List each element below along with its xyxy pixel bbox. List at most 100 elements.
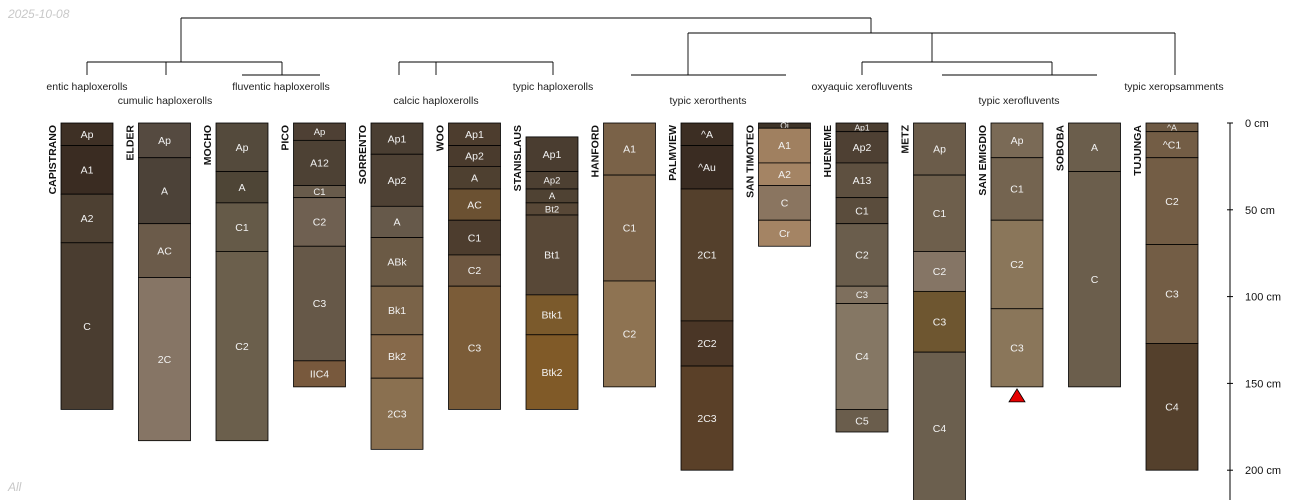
- horizon: [913, 174, 966, 252]
- horizon: [138, 157, 191, 225]
- horizon-label: Ap1: [543, 149, 562, 161]
- horizon-label: Btk1: [541, 310, 562, 322]
- horizon: [60, 145, 114, 195]
- depth-tick-label: 100 cm: [1245, 292, 1281, 304]
- horizon: [138, 223, 191, 278]
- profile-name: PICO: [280, 125, 292, 151]
- horizon-label: ABk: [387, 257, 407, 269]
- taxa-labels: entic haploxerolls cumulic haploxerolls fl…: [46, 81, 1223, 107]
- horizon-label: C: [83, 321, 91, 333]
- horizon-label: C4: [855, 351, 869, 363]
- profile-name: SAN TIMOTEO: [745, 125, 757, 198]
- horizon-label: C2: [855, 250, 869, 262]
- horizon-label: C4: [1165, 402, 1179, 414]
- dendrogram: [86, 17, 1176, 76]
- horizon-label: 2C2: [697, 338, 716, 350]
- horizon: [1068, 122, 1121, 173]
- horizon-label: ^A: [701, 129, 713, 141]
- profile-stanislaus: Ap1 Ap2 A Bt2 Bt1 Btk1 Btk2 STANISLAUS: [512, 125, 579, 410]
- horizon-label: C3: [1010, 342, 1024, 354]
- profile-soboba: A C SOBOBA: [1055, 122, 1121, 388]
- horizon-label: A1: [81, 165, 94, 177]
- horizon: [603, 122, 656, 176]
- horizon: [448, 285, 501, 410]
- horizon-label: Bt1: [544, 250, 560, 262]
- taxon-label: fluventic haploxerolls: [232, 81, 329, 93]
- taxon-label: cumulic haploxerolls: [118, 95, 213, 107]
- horizon-label: Ap: [314, 127, 326, 138]
- horizon: [60, 242, 114, 410]
- horizon-label: Ap: [158, 135, 171, 147]
- horizon-label: ^A: [1167, 122, 1177, 132]
- horizon-label: AC: [157, 245, 172, 257]
- horizon-label: C2: [1165, 196, 1179, 208]
- horizon: [370, 237, 424, 287]
- profile-metz: Ap C1 C2 C3 C4 METZ: [900, 122, 966, 500]
- horizon-label: C1: [623, 223, 637, 235]
- profile-san-emigdio: Ap C1 C2 C3 SAN EMIGDIO: [977, 122, 1044, 403]
- horizon-label: C1: [1010, 184, 1024, 196]
- horizon-label: A1: [623, 144, 636, 156]
- horizon: [680, 320, 734, 367]
- horizon: [448, 254, 501, 287]
- horizon-label: C3: [468, 342, 482, 354]
- horizon-label: C2: [468, 265, 482, 277]
- horizon: [1145, 157, 1199, 245]
- profile-san-timoteo: Oi A1 A2 C Cr SAN TIMOTEO: [745, 121, 811, 247]
- profile-name: HUENEME: [822, 125, 834, 178]
- taxon-label: entic haploxerolls: [46, 81, 127, 93]
- taxon-label: typic haploxerolls: [513, 81, 594, 93]
- horizon: [370, 377, 424, 450]
- horizon: [525, 334, 579, 410]
- taxon-label: oxyaquic xerofluvents: [812, 81, 913, 93]
- horizon-label: A: [1091, 142, 1098, 154]
- horizon: [990, 308, 1044, 388]
- horizon-label: C5: [855, 415, 869, 427]
- profile-hueneme: Ap1 Ap2 A13 C1 C2 C3 C4 C5 HUENEME: [822, 122, 889, 433]
- horizon: [215, 251, 269, 442]
- horizon-label: A: [238, 182, 245, 194]
- taxon-label: typic xeropsamments: [1124, 81, 1223, 93]
- horizon-label: Bt2: [545, 204, 559, 215]
- horizon: [835, 223, 889, 287]
- horizon-label: 2C3: [697, 413, 716, 425]
- horizon-label: 2C1: [697, 250, 716, 262]
- horizon: [370, 122, 424, 155]
- horizon-label: C1: [855, 205, 869, 217]
- horizon-label: Ap2: [544, 176, 561, 187]
- horizon-label: C2: [313, 217, 327, 229]
- horizon: [913, 251, 966, 292]
- horizon: [680, 365, 734, 471]
- profile-name: METZ: [900, 124, 912, 153]
- horizon-label: ^C1: [1163, 139, 1182, 151]
- profile-name: WOO: [435, 125, 447, 151]
- horizon-label: IIC4: [310, 369, 329, 381]
- horizon-label: C1: [933, 208, 947, 220]
- horizon-label: Ap: [933, 144, 946, 156]
- profile-hanford: A1 C1 C2 HANFORD: [590, 122, 656, 388]
- horizon-label: C3: [856, 290, 868, 301]
- horizon-label: Bk1: [388, 305, 406, 317]
- horizon-label: ^Au: [698, 162, 716, 174]
- horizon: [680, 145, 734, 190]
- horizon: [1145, 343, 1199, 471]
- profile-name: STANISLAUS: [512, 125, 524, 191]
- depth-axis: 0 cm 50 cm 100 cm 150 cm 200 cm: [1227, 118, 1281, 500]
- profile-palmview: ^A ^Au 2C1 2C2 2C3 PALMVIEW: [667, 122, 734, 471]
- profile-tujunga: ^A ^C1 C2 C3 C4 TUJUNGA: [1132, 122, 1199, 471]
- horizon-label: C2: [235, 341, 249, 353]
- profile-name: SORRENTO: [357, 125, 369, 184]
- profile-name: SOBOBA: [1055, 125, 1067, 172]
- depth-tick-label: 200 cm: [1245, 465, 1281, 477]
- horizon-label: A13: [853, 175, 872, 187]
- horizon-label: C: [781, 198, 789, 210]
- horizon-label: C: [1091, 274, 1099, 286]
- horizon-label: A: [161, 185, 168, 197]
- horizon-label: Ap: [81, 129, 94, 141]
- horizon: [835, 162, 889, 199]
- horizon: [215, 171, 269, 204]
- footer-label: All: [8, 480, 22, 494]
- horizon-label: Ap1: [388, 133, 407, 145]
- horizon-label: A: [393, 217, 400, 229]
